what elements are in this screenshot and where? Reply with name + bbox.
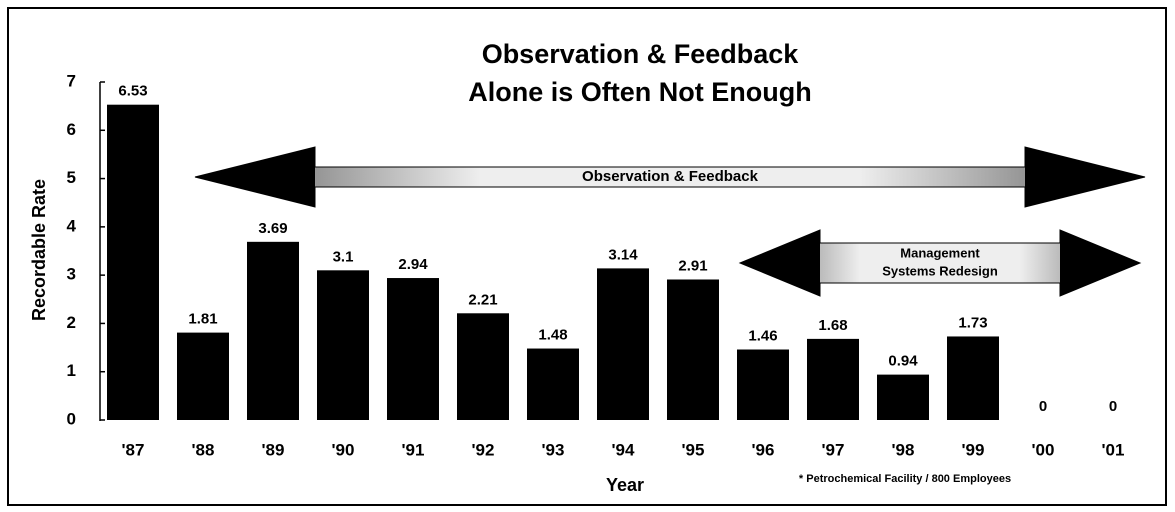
- data-label: 0: [1109, 398, 1117, 415]
- x-tick-label: '91: [402, 440, 425, 459]
- x-tick-label: '88: [192, 440, 215, 459]
- bar: [877, 374, 929, 420]
- bar: [807, 338, 859, 420]
- y-tick-label: 4: [67, 216, 77, 235]
- data-label: 2.91: [678, 257, 707, 274]
- bar: [527, 348, 579, 420]
- y-tick-label: 6: [67, 120, 76, 139]
- bar: [947, 336, 999, 420]
- y-tick-label: 3: [67, 265, 76, 284]
- x-tick-label: '98: [892, 440, 915, 459]
- x-tick-label: '97: [822, 440, 845, 459]
- x-tick-label: '92: [472, 440, 495, 459]
- x-tick-label: '01: [1102, 440, 1125, 459]
- x-tick-label: '99: [962, 440, 985, 459]
- arrow-label: Observation & Feedback: [582, 168, 759, 185]
- arrow-head: [1060, 230, 1140, 296]
- data-label: 1.81: [188, 311, 217, 328]
- data-label: 3.1: [333, 248, 354, 265]
- arrow-label: Systems Redesign: [882, 263, 998, 278]
- x-tick-label: '87: [122, 440, 145, 459]
- x-tick-label: '00: [1032, 440, 1055, 459]
- x-tick-label: '93: [542, 440, 565, 459]
- y-tick-label: 5: [67, 168, 76, 187]
- x-tick-label: '95: [682, 440, 705, 459]
- footnote: * Petrochemical Facility / 800 Employees: [799, 473, 1011, 485]
- x-tick-label: '90: [332, 440, 355, 459]
- data-label: 0.94: [888, 353, 918, 370]
- data-label: 2.94: [398, 256, 428, 273]
- y-tick-label: 7: [67, 71, 76, 90]
- bar: [387, 278, 439, 420]
- bar: [177, 332, 229, 420]
- data-label: 1.46: [748, 327, 777, 344]
- y-axis-label: Recordable Rate: [29, 179, 49, 321]
- bar: [597, 268, 649, 420]
- y-tick-label: 1: [67, 361, 76, 380]
- data-label: 3.14: [608, 246, 638, 263]
- data-label: 3.69: [258, 220, 287, 237]
- arrow-label: Management: [900, 245, 980, 260]
- chart-title: Alone is Often Not Enough: [468, 77, 811, 107]
- y-tick-label: 0: [67, 409, 76, 428]
- chart-title: Observation & Feedback: [482, 39, 800, 69]
- x-tick-label: '89: [262, 440, 285, 459]
- data-label: 1.48: [538, 327, 567, 344]
- bar: [107, 104, 159, 421]
- data-label: 6.53: [118, 83, 147, 100]
- y-tick-label: 2: [67, 313, 76, 332]
- bar: [247, 241, 299, 420]
- arrow-head: [195, 147, 315, 207]
- x-tick-label: '94: [612, 440, 635, 459]
- bar: [457, 313, 509, 420]
- bar: [737, 349, 789, 420]
- data-label: 1.73: [958, 314, 987, 331]
- data-label: 2.21: [468, 291, 497, 308]
- arrow-head: [740, 230, 820, 296]
- x-tick-label: '96: [752, 440, 775, 459]
- x-axis-label: Year: [606, 475, 644, 495]
- data-label: 1.68: [818, 317, 847, 334]
- bar: [317, 270, 369, 420]
- arrow-head: [1025, 147, 1145, 207]
- bar: [667, 279, 719, 420]
- data-label: 0: [1039, 398, 1047, 415]
